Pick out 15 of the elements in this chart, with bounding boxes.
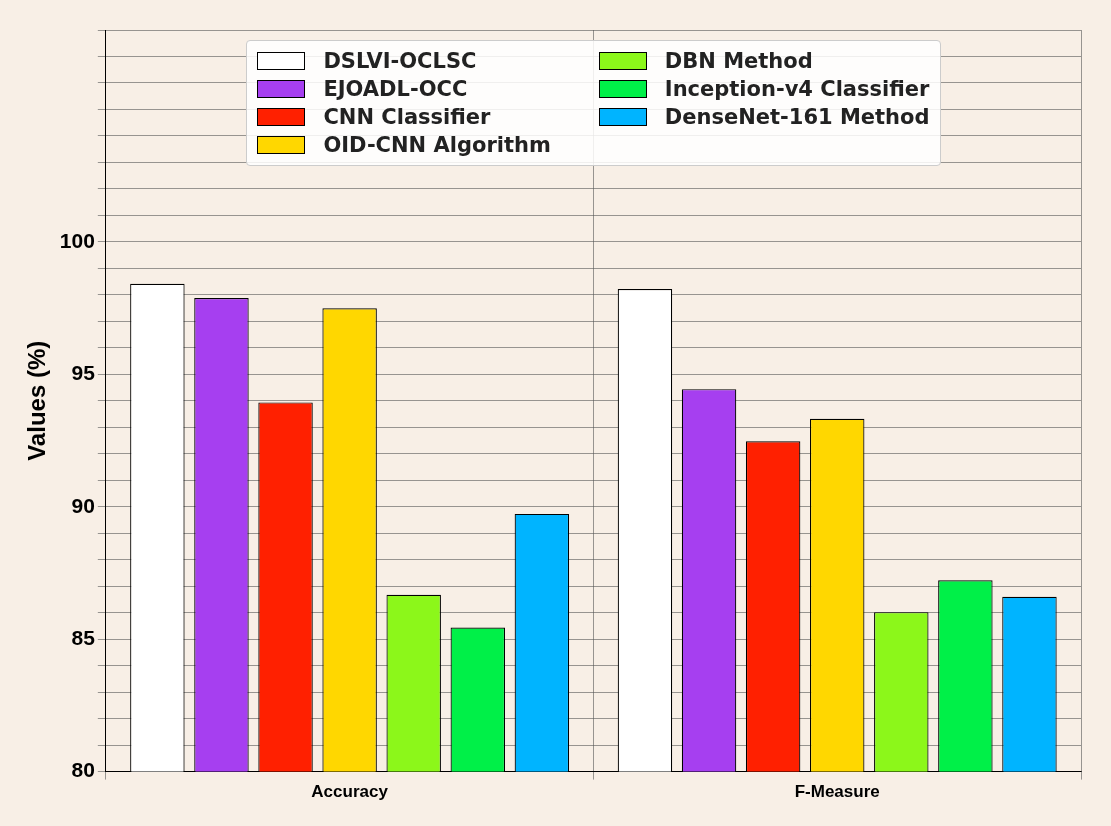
y-tick-label: 85 (71, 625, 96, 649)
legend-label: DBN Method (664, 49, 813, 73)
legend-label: OID-CNN Algorithm (323, 133, 551, 157)
legend-label: Inception-v4 Classifier (664, 77, 930, 101)
y-tick-label: 95 (71, 361, 96, 385)
y-tick-label: 80 (71, 758, 95, 782)
x-tick-label: F-Measure (794, 782, 880, 802)
legend-label: EJOADL-OCC (323, 77, 468, 101)
y-axis-title: Values (%) (23, 340, 51, 461)
legend-label: CNN Classifier (323, 105, 491, 129)
legend-label: DenseNet-161 Method (664, 105, 930, 129)
y-tick-label: 90 (71, 493, 95, 517)
x-tick-label: Accuracy (311, 782, 389, 802)
legend-label: DSLVI-OCLSC (323, 49, 477, 73)
y-tick-label: 100 (59, 228, 95, 252)
